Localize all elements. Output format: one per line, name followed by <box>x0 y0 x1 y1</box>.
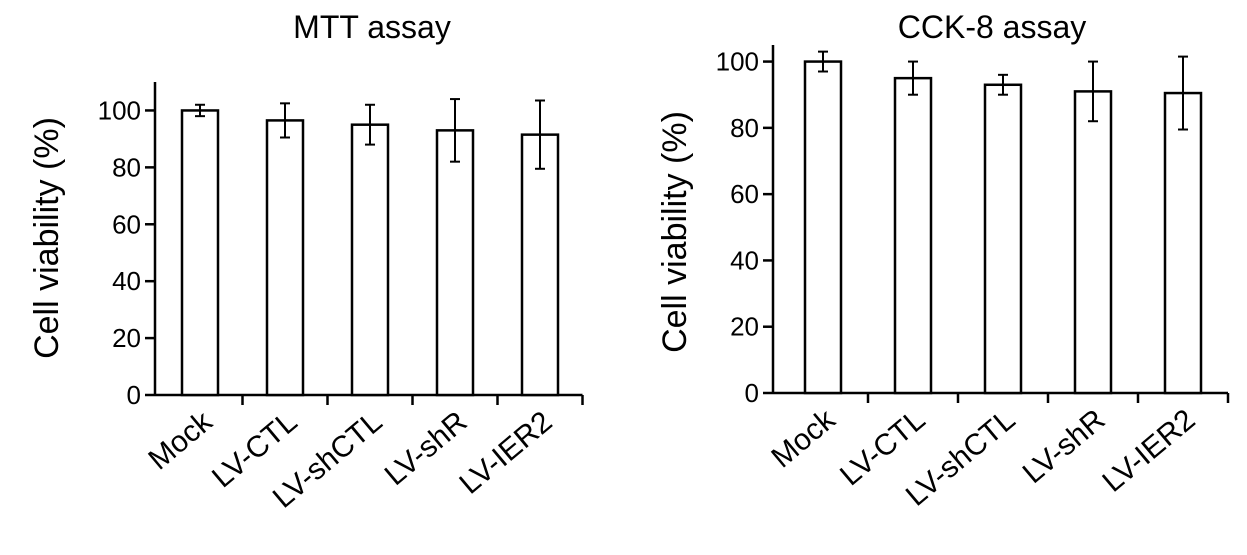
x-tick-label: LV-IER2 <box>1096 403 1201 499</box>
y-tick-label: 0 <box>127 380 141 410</box>
y-tick-label: 100 <box>98 95 141 125</box>
y-tick-label: 20 <box>730 312 759 342</box>
y-tick-label: 100 <box>716 47 759 77</box>
bar-lv-shr <box>435 129 475 397</box>
bar-mock <box>180 109 220 397</box>
y-tick-label: 20 <box>112 323 141 353</box>
bar-lv-ctl <box>265 119 305 397</box>
bar-lv-ier2 <box>1163 91 1203 395</box>
y-tick-label: 60 <box>730 179 759 209</box>
y-tick-label: 80 <box>730 113 759 143</box>
x-tick-label: Mock <box>142 404 219 476</box>
bar-lv-shr <box>1073 90 1113 395</box>
bar-mock <box>803 60 843 395</box>
y-tick-label: 40 <box>112 266 141 296</box>
y-tick-label: 0 <box>745 378 759 408</box>
x-tick-label: Mock <box>765 402 842 474</box>
y-axis-label: Cell viability (%) <box>28 117 66 359</box>
y-axis-label: Cell viability (%) <box>656 111 694 353</box>
y-tick-label: 40 <box>730 245 759 275</box>
chart-title: CCK-8 assay <box>898 9 1087 45</box>
y-tick-label: 60 <box>112 209 141 239</box>
y-tick-label: 80 <box>112 152 141 182</box>
x-tick-label: LV-shR <box>1017 403 1112 490</box>
plot-area: 020406080100MockLV-CTLLV-shCTLLV-shRLV-I… <box>98 82 584 515</box>
bar-lv-ctl <box>893 76 933 395</box>
cck8-assay-panel: CCK-8 assay Cell viability (%) 0 20 40 60 80… <box>656 9 1230 513</box>
mtt-assay-panel: MTT assay Cell viability (%) 0 20 40 60 80 10… <box>28 9 584 515</box>
chart-title: MTT assay <box>293 9 451 45</box>
bar-lv-shctl <box>350 123 390 397</box>
plot-area: 020406080100MockLV-CTLLV-shCTLLV-shRLV-I… <box>716 45 1230 513</box>
x-tick-label: LV-IER2 <box>453 405 558 501</box>
bar-lv-shctl <box>983 83 1023 395</box>
bar-lv-ier2 <box>520 133 560 397</box>
